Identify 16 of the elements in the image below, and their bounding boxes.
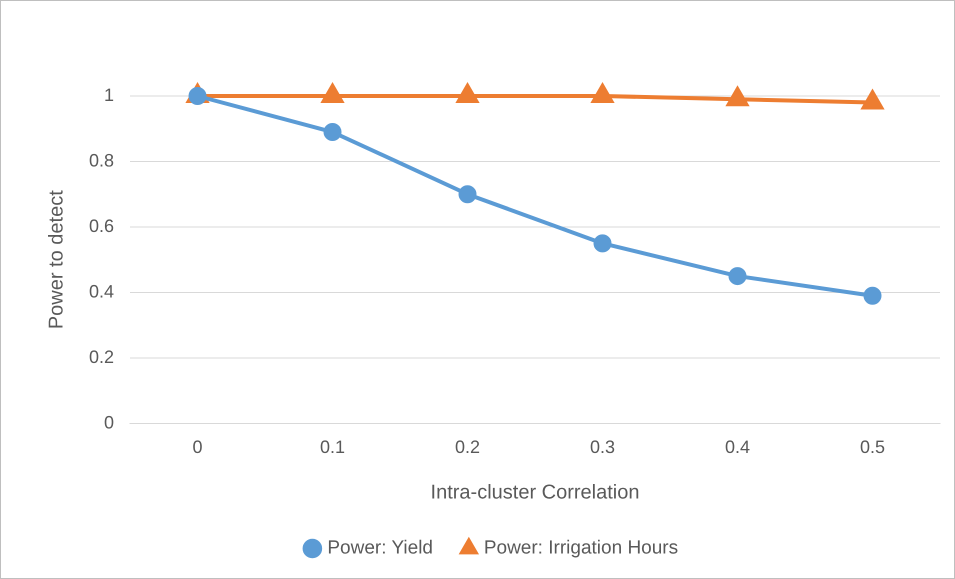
x-tick-label: 0 bbox=[192, 437, 203, 458]
legend-label: Power: Yield bbox=[327, 538, 433, 559]
y-tick-label: 0.8 bbox=[88, 150, 114, 170]
x-tick-label: 0.1 bbox=[320, 437, 346, 458]
x-tick-label: 0.4 bbox=[724, 437, 750, 458]
y-tick-label: 0.2 bbox=[88, 346, 114, 367]
x-tick-label: 0.5 bbox=[860, 437, 886, 458]
y-tick-label: 1 bbox=[104, 84, 114, 105]
y-axis-title: Power to detect bbox=[46, 190, 68, 330]
x-tick-label: 0.2 bbox=[454, 437, 480, 458]
x-tick-label: 0.3 bbox=[590, 437, 616, 458]
y-tick-label: 0 bbox=[104, 412, 114, 432]
y-tick-label: 0.4 bbox=[88, 281, 114, 302]
x-axis-title: Intra-cluster Correlation bbox=[430, 482, 640, 504]
y-tick-label: 0.6 bbox=[88, 216, 114, 236]
legend-label: Power: Irrigation Hours bbox=[484, 538, 678, 559]
